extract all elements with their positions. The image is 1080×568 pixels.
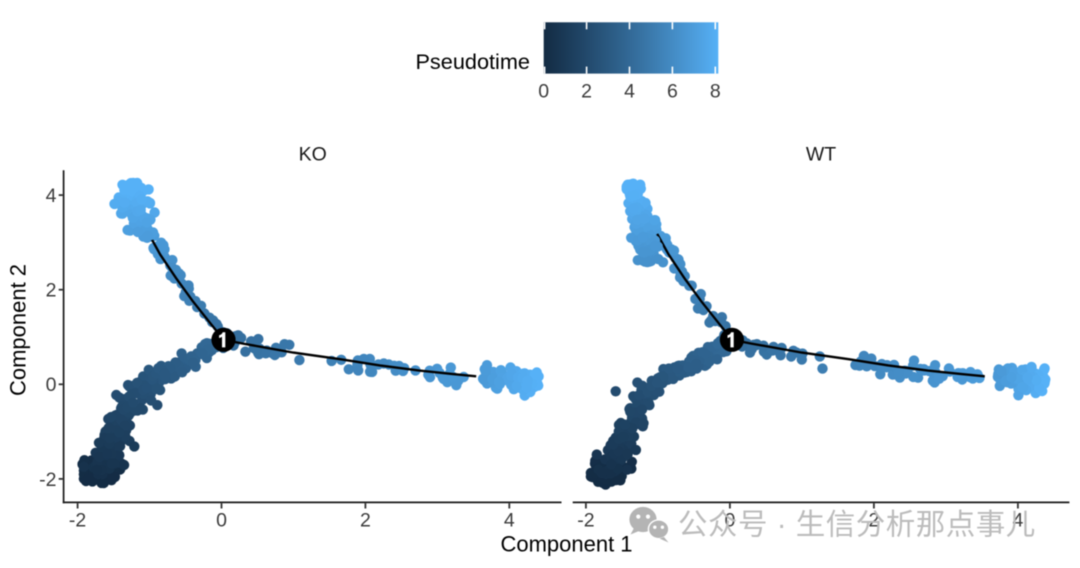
svg-text:2: 2 [868,509,879,531]
svg-text:2: 2 [46,280,57,302]
svg-text:0: 0 [724,509,735,531]
svg-text:公众号 · 生信分析那点事儿: 公众号 · 生信分析那点事儿 [678,509,1036,542]
svg-text:6: 6 [667,80,678,102]
svg-text:0: 0 [538,80,549,102]
svg-text:8: 8 [710,80,721,102]
svg-text:-2: -2 [69,509,86,531]
svg-text:4: 4 [46,185,57,207]
svg-text:WT: WT [806,143,836,165]
svg-text:Component 2: Component 2 [6,264,31,396]
svg-text:2: 2 [360,509,371,531]
svg-text:Component 1: Component 1 [500,532,632,557]
svg-text:4: 4 [504,509,515,531]
svg-text:-2: -2 [577,509,594,531]
svg-text:4: 4 [1012,509,1023,531]
svg-text:Pseudotime: Pseudotime [415,49,530,74]
svg-text:2: 2 [581,80,592,102]
svg-text:KO: KO [299,143,327,165]
svg-text:-2: -2 [39,469,56,491]
svg-text:4: 4 [624,80,635,102]
svg-text:0: 0 [216,509,227,531]
svg-text:0: 0 [46,374,57,396]
